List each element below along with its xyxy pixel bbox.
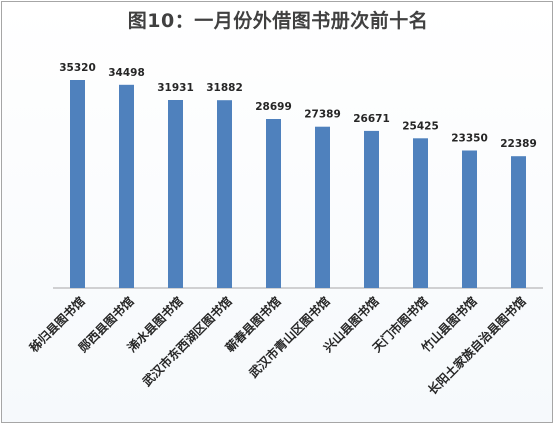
bar-7 [364, 130, 379, 288]
bar-3 [168, 100, 183, 288]
data-label-6: 27389 [304, 109, 341, 121]
x-tick-label-6: 武汉市青山区图书馆 [246, 294, 333, 381]
data-label-7: 26671 [353, 113, 390, 125]
data-label-10: 22389 [500, 138, 537, 150]
bar-4 [217, 100, 232, 288]
data-label-5: 28699 [255, 101, 292, 113]
data-label-2: 34498 [108, 67, 145, 79]
bar-6 [315, 126, 330, 288]
bar-10 [511, 156, 526, 288]
bar-9 [462, 150, 477, 288]
data-label-1: 35320 [59, 62, 96, 74]
x-tick-label-4: 武汉市东西湖区图书馆 [139, 294, 234, 389]
data-label-8: 25425 [402, 120, 439, 132]
data-label-3: 31931 [157, 82, 194, 94]
x-tick-label-10: 长阳土家族自治县图书馆 [425, 294, 529, 398]
bar-1 [70, 80, 85, 288]
bar-8 [413, 138, 428, 288]
bar-2 [119, 84, 134, 288]
data-label-4: 31882 [206, 82, 243, 94]
bar-5 [266, 119, 281, 288]
data-label-9: 23350 [451, 133, 488, 145]
chart-title: 图10：一月份外借图书册次前十名 [127, 10, 429, 32]
